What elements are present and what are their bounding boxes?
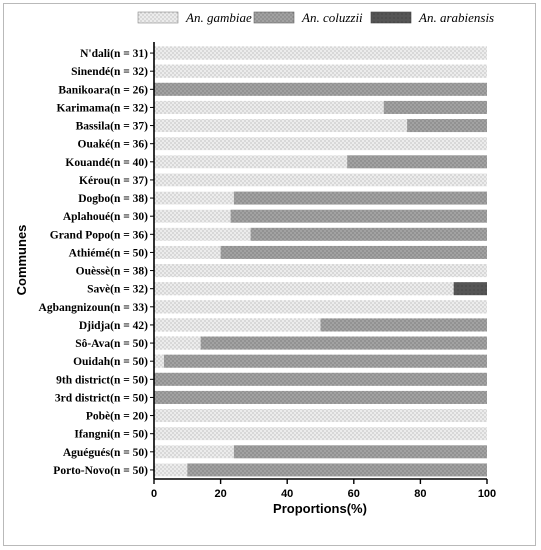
bar-an-coluzzii-s-ava: [200, 336, 487, 350]
bar-an-gambiae-djidja: [154, 318, 321, 332]
legend-label-gambiae: An. gambiae: [185, 10, 252, 25]
bar-an-gambiae-sinend: [154, 64, 487, 78]
bar-an-coluzzii-9th-district: [154, 372, 487, 386]
bar-an-gambiae-dogbo: [154, 191, 234, 205]
category-label: Ouidah(n = 50): [73, 356, 148, 368]
x-tick-label: 0: [151, 488, 157, 500]
bar-an-coluzzii-karimama: [383, 100, 487, 114]
bar-an-gambiae-kouand: [154, 155, 348, 169]
legend-swatch-arabiensis: [370, 11, 412, 24]
category-label: Kérou(n = 37): [79, 175, 148, 187]
category-label: Dogbo(n = 38): [78, 193, 148, 205]
bar-an-gambiae-n-dali: [154, 46, 487, 60]
legend-label-coluzzii: An. coluzzii: [301, 10, 363, 25]
x-tick-label: 80: [414, 488, 426, 500]
bar-an-coluzzii-kouand: [347, 155, 487, 169]
bar-an-coluzzii-ouidah: [163, 354, 488, 368]
bar-an-coluzzii-grand-popo: [250, 227, 487, 241]
category-label: Ifangni(n = 50): [74, 429, 148, 441]
bar-an-gambiae-karimama: [154, 100, 384, 114]
bar-an-gambiae-athi-m: [154, 245, 221, 259]
bar-an-coluzzii-bassila: [407, 119, 487, 133]
bar-an-gambiae-agu-gu-s: [154, 445, 234, 459]
bar-an-gambiae-bassila: [154, 119, 408, 133]
category-label: Djidja(n = 42): [79, 320, 148, 332]
x-tick-label: 100: [478, 488, 496, 500]
category-label: Savè(n = 32): [87, 284, 148, 296]
category-label: Sinendé(n = 32): [71, 66, 148, 78]
bar-an-gambiae-agbangnizoun: [154, 300, 487, 314]
category-label: Sô-Ava(n = 50): [75, 338, 148, 350]
category-label: Aplahoué(n = 30): [63, 211, 148, 223]
category-label: Porto-Novo(n = 50): [53, 465, 148, 477]
category-label: Banikoara(n = 26): [58, 84, 148, 96]
bar-an-gambiae-ouak: [154, 137, 487, 151]
legend-swatch-gambiae: [137, 11, 179, 24]
bar-an-gambiae-ifangni: [154, 427, 487, 441]
x-tick-label: 40: [281, 488, 293, 500]
x-axis-title: Proportions(%): [273, 501, 367, 516]
bar-an-coluzzii-dogbo: [233, 191, 487, 205]
category-label: Karimama(n = 32): [56, 102, 148, 114]
category-label: 3rd district(n = 50): [55, 392, 148, 404]
bar-an-coluzzii-athi-m: [220, 245, 487, 259]
category-label: Agbangnizoun(n = 33): [39, 302, 149, 314]
category-label: Pobè(n = 20): [86, 411, 148, 423]
category-label: Aguégués(n = 50): [63, 447, 148, 459]
bar-an-coluzzii-banikoara: [154, 82, 487, 96]
category-labels: N'dali(n = 31) Sinendé(n = 32) Banikoara(n…: [39, 48, 154, 477]
category-label: Athiémé(n = 50): [69, 247, 149, 259]
bar-an-arabiensis-sav: [453, 282, 487, 296]
bar-an-coluzzii-porto-novo: [187, 463, 488, 477]
bar-an-coluzzii-agu-gu-s: [233, 445, 487, 459]
category-label: Bassila(n = 37): [76, 121, 149, 133]
y-axis-title: Communes: [14, 225, 29, 296]
legend: An. gambiae An. coluzzii An. arabiensis: [137, 10, 494, 25]
bar-an-gambiae-ou-ss: [154, 264, 487, 278]
bar-an-gambiae-sav: [154, 282, 454, 296]
bar-an-gambiae-grand-popo: [154, 227, 251, 241]
bar-an-coluzzii-djidja: [320, 318, 487, 332]
category-label: 9th district(n = 50): [56, 374, 148, 386]
x-tick-label: 20: [214, 488, 226, 500]
category-label: Kouandé(n = 40): [65, 157, 148, 169]
category-label: N'dali(n = 31): [80, 48, 148, 60]
bars-layer: [154, 46, 488, 477]
legend-swatch-coluzzii: [253, 11, 295, 24]
bar-an-gambiae-s-ava: [154, 336, 201, 350]
bar-an-gambiae-aplahou: [154, 209, 231, 223]
x-axis-ticks: 0 20 40 60 80 100: [151, 479, 496, 500]
bar-an-gambiae-pob: [154, 409, 487, 423]
bar-an-coluzzii-aplahou: [230, 209, 487, 223]
x-tick-label: 60: [348, 488, 360, 500]
category-label: Grand Popo(n = 36): [50, 229, 148, 241]
category-label: Ouaké(n = 36): [78, 139, 149, 151]
bar-an-gambiae-porto-novo: [154, 463, 188, 477]
bar-an-gambiae-ouidah: [154, 354, 164, 368]
bar-an-gambiae-k-rou: [154, 173, 487, 187]
category-label: Ouèssè(n = 38): [76, 266, 149, 278]
legend-label-arabiensis: An. arabiensis: [418, 10, 494, 25]
bar-an-coluzzii-3rd-district: [154, 390, 487, 404]
